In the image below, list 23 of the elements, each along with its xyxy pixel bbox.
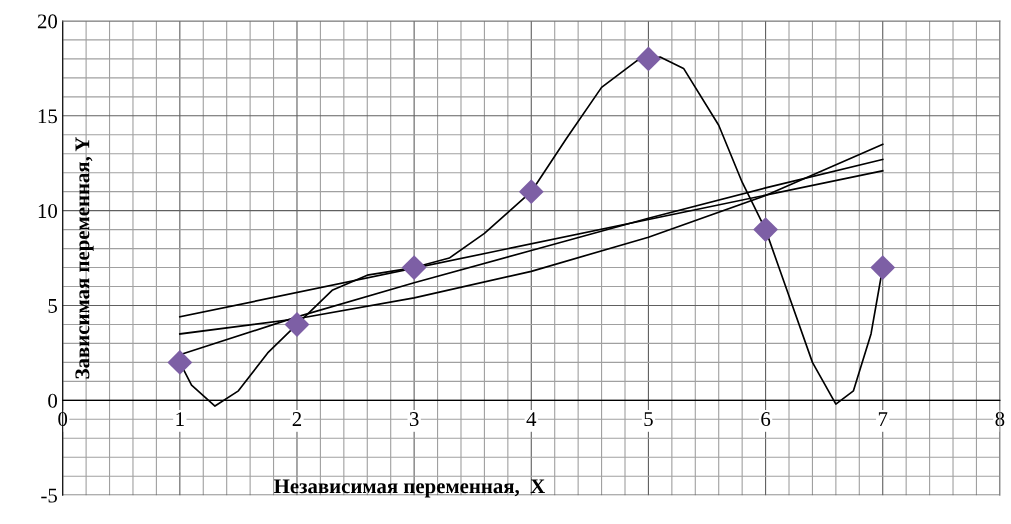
x-tick-label: 5 xyxy=(644,412,653,427)
x-tick-label: 2 xyxy=(292,412,302,426)
x-tick-label: 3 xyxy=(409,412,419,427)
x-tick-label: 1 xyxy=(176,412,184,426)
x-tick-label: 7 xyxy=(878,412,888,426)
y-axis-title: Зависимая переменная, Y xyxy=(75,137,94,379)
point xyxy=(636,46,661,72)
x-tick-label: 6 xyxy=(761,412,771,427)
x-tick-label: 4 xyxy=(526,412,537,426)
point xyxy=(284,312,310,337)
point xyxy=(518,179,544,205)
y-tick-label: 10 xyxy=(38,204,58,219)
y-tick-label: 15 xyxy=(38,109,58,124)
y-tick-label: -5 xyxy=(41,488,58,503)
x-tick-label: 8 xyxy=(995,412,1005,427)
y-tick-label: 20 xyxy=(37,14,58,29)
point xyxy=(401,255,427,280)
x-axis-title: Независимая переменная, X xyxy=(274,479,545,498)
point xyxy=(870,255,896,280)
y-tick-label: 0 xyxy=(48,393,58,408)
point xyxy=(167,349,193,375)
point xyxy=(753,217,778,243)
y-tick-label: 5 xyxy=(48,299,58,313)
